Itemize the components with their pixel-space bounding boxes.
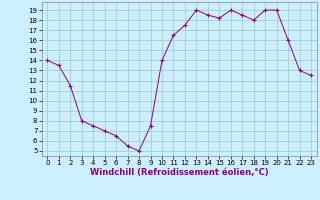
- X-axis label: Windchill (Refroidissement éolien,°C): Windchill (Refroidissement éolien,°C): [90, 168, 268, 177]
